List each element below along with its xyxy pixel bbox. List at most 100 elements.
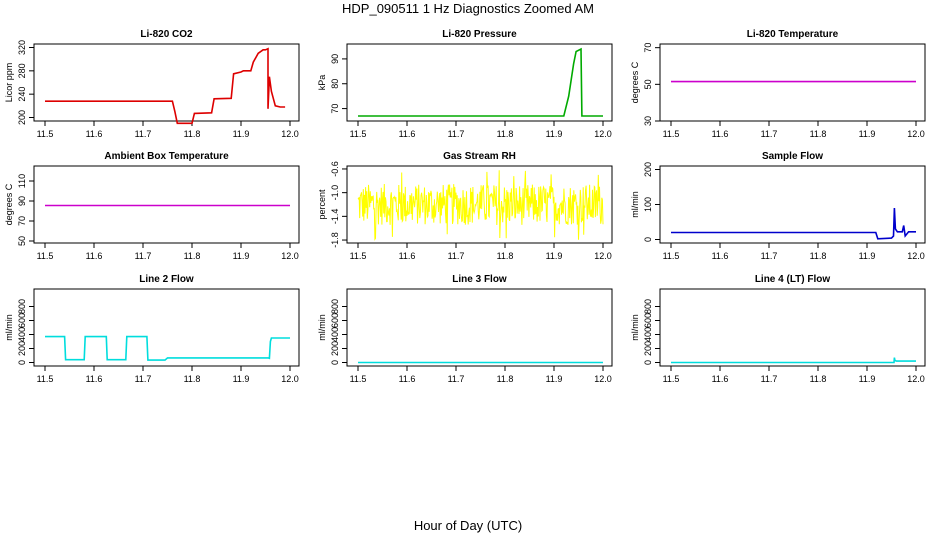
x-tick-label: 11.9: [546, 129, 563, 139]
x-tick-label: 11.7: [135, 374, 152, 384]
y-tick-label: 0: [17, 360, 27, 365]
panel-gas-stream-rh: Gas Stream RH 11.5 11.6 11.7 11.8 11.9 12.0 -1.…: [317, 151, 613, 261]
series-line-sample-flow: [671, 207, 916, 240]
y-tick-label: 30: [643, 116, 653, 126]
y-tick-label: 50: [643, 79, 653, 89]
y-tick-label: 80: [330, 79, 340, 89]
x-tick-label: 11.7: [448, 251, 465, 261]
x-tick-label: 11.7: [761, 374, 778, 384]
y-axis-label: ml/min: [630, 314, 640, 341]
x-tick-label: 11.7: [135, 251, 152, 261]
y-tick-label: 200: [17, 341, 27, 356]
y-tick-label: 400: [17, 327, 27, 342]
x-tick-label: 12.0: [907, 251, 925, 261]
panel-li-820-co2: Li-820 CO2 11.5 11.6 11.7 11.8 11.9 12.0 200 240…: [4, 29, 300, 139]
plot-frame: [659, 43, 926, 122]
y-axis-label: ml/min: [630, 191, 640, 218]
x-tick-label: 11.5: [350, 129, 367, 139]
x-tick-label: 11.5: [37, 374, 54, 384]
y-tick-label: -1.4: [330, 209, 340, 225]
panel-li-820-pressure: Li-820 Pressure 11.5 11.6 11.7 11.8 11.9 12.0 7…: [317, 29, 613, 139]
y-tick-label: 70: [17, 216, 27, 226]
x-tick-label: 12.0: [594, 374, 612, 384]
y-tick-label: 600: [643, 313, 653, 328]
panel-title: Line 4 (LT) Flow: [755, 274, 831, 285]
x-tick-label: 11.6: [399, 251, 416, 261]
x-tick-label: 11.8: [810, 251, 827, 261]
y-axis-label: ml/min: [317, 314, 327, 341]
plot-frame: [346, 288, 613, 367]
x-tick-label: 11.8: [810, 374, 827, 384]
x-tick-label: 11.5: [350, 251, 367, 261]
plot-frame: [346, 43, 613, 122]
y-axis-label: ml/min: [4, 314, 14, 341]
x-tick-label: 11.6: [712, 374, 729, 384]
y-tick-label: 90: [330, 54, 340, 64]
y-tick-label: 320: [17, 40, 27, 55]
y-tick-label: 0: [643, 360, 653, 365]
x-tick-label: 11.8: [184, 129, 201, 139]
plot-frame: [659, 288, 926, 367]
y-axis-label: percent: [317, 189, 327, 220]
plot-frame: [346, 165, 613, 244]
y-tick-label: 400: [643, 327, 653, 342]
plot-frame: [33, 43, 300, 122]
x-tick-label: 11.6: [712, 251, 729, 261]
plot-frame: [659, 165, 926, 244]
page-title: HDP_090511 1 Hz Diagnostics Zoomed AM: [342, 1, 594, 16]
x-tick-label: 12.0: [907, 374, 925, 384]
y-tick-label: 90: [17, 196, 27, 206]
y-tick-label: 280: [17, 63, 27, 78]
panel-line-2-flow: Line 2 Flow 11.5 11.6 11.7 11.8 11.9 12.0 0 2004…: [4, 274, 300, 384]
x-tick-label: 11.9: [233, 129, 250, 139]
series-line-li-820-co2: [45, 47, 286, 125]
x-tick-label: 11.6: [86, 251, 103, 261]
x-tick-label: 12.0: [281, 251, 299, 261]
x-tick-label: 11.8: [184, 374, 201, 384]
x-tick-label: 11.7: [448, 129, 465, 139]
y-tick-label: 200: [330, 341, 340, 356]
x-tick-label: 12.0: [594, 251, 612, 261]
plot-frame: [33, 165, 300, 244]
y-tick-label: 70: [330, 104, 340, 114]
y-axis-label: degrees C: [630, 61, 640, 103]
x-tick-label: 11.9: [233, 251, 250, 261]
y-tick-label: 70: [643, 43, 653, 53]
panel-sample-flow: Sample Flow 11.5 11.6 11.7 11.8 11.9 12.0 0 100 2…: [630, 151, 926, 261]
x-tick-label: 11.8: [810, 129, 827, 139]
panel-line-4-lt-flow: Line 4 (LT) Flow 11.5 11.6 11.7 11.8 11.9 12.0…: [630, 274, 926, 384]
x-tick-label: 11.9: [859, 374, 876, 384]
x-tick-label: 11.9: [233, 374, 250, 384]
y-tick-label: 800: [330, 299, 340, 314]
y-axis-label: kPa: [317, 75, 327, 91]
y-tick-label: 400: [330, 327, 340, 342]
y-tick-label: -1.8: [330, 232, 340, 248]
panel-title: Line 2 Flow: [139, 274, 194, 285]
x-tick-label: 11.7: [761, 129, 778, 139]
x-tick-label: 12.0: [594, 129, 612, 139]
plot-frame: [33, 288, 300, 367]
x-tick-label: 12.0: [907, 129, 925, 139]
panel-title: Li-820 Pressure: [442, 29, 517, 40]
y-tick-label: 50: [17, 236, 27, 246]
x-tick-label: 11.6: [86, 374, 103, 384]
x-tick-label: 11.5: [37, 129, 54, 139]
series-line-li-820-pressure: [358, 47, 603, 117]
panel-line-3-flow: Line 3 Flow 11.5 11.6 11.7 11.8 11.9 12.0 0 2004…: [317, 274, 613, 384]
panel-title: Gas Stream RH: [443, 151, 516, 162]
panel-title: Li-820 CO2: [140, 29, 193, 40]
y-axis-label: degrees C: [4, 183, 14, 225]
y-tick-label: 200: [643, 162, 653, 177]
x-tick-label: 11.8: [184, 251, 201, 261]
x-tick-label: 11.6: [712, 129, 729, 139]
x-tick-label: 11.9: [859, 129, 876, 139]
x-tick-label: 11.5: [663, 251, 680, 261]
panel-li-820-temperature: Li-820 Temperature 11.5 11.6 11.7 11.8 11.9 12…: [630, 29, 926, 139]
y-tick-label: 200: [17, 110, 27, 125]
y-tick-label: 0: [643, 237, 653, 242]
x-tick-label: 11.9: [546, 251, 563, 261]
x-tick-label: 11.7: [761, 251, 778, 261]
series-line-line-2-flow: [45, 335, 290, 361]
x-tick-label: 11.8: [497, 374, 514, 384]
x-tick-label: 11.9: [859, 251, 876, 261]
